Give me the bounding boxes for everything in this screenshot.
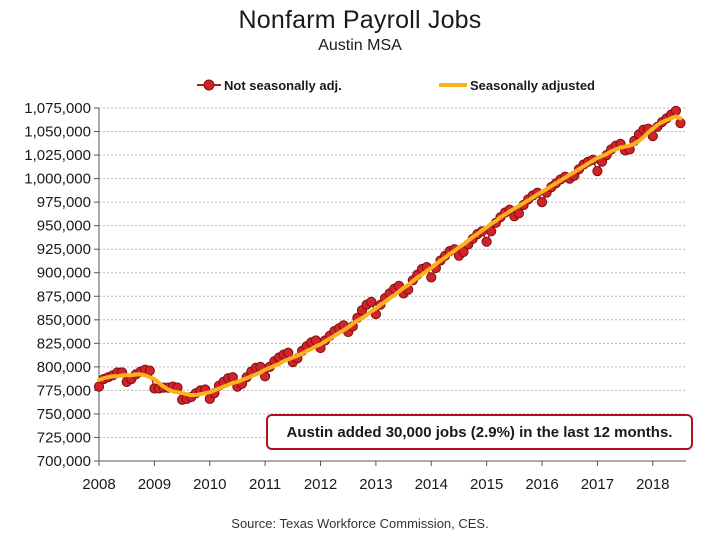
x-tick-label: 2008 xyxy=(82,476,115,493)
series-markers-not-seasonally-adjusted xyxy=(93,105,686,405)
legend-label-not-seasonally-adjusted: Not seasonally adj. xyxy=(224,77,342,93)
y-axis-ticks: 1,075,000 1,050,000 1,025,000 1,000,000 975,… xyxy=(24,100,91,470)
series-line-seasonally-adjusted xyxy=(97,114,683,398)
x-tick-label: 2016 xyxy=(525,476,558,493)
chart-title: Nonfarm Payroll Jobs xyxy=(238,6,482,34)
y-tick-label: 875,000 xyxy=(37,288,91,305)
y-tick-label: 750,000 xyxy=(37,406,91,423)
legend-label-seasonally-adjusted: Seasonally adjusted xyxy=(470,77,595,93)
legend-line-seasonally-adjusted xyxy=(439,83,467,87)
legend: Not seasonally adj. Seasonally adjusted xyxy=(0,76,720,94)
annotation-text: Austin added 30,000 jobs (2.9%) in the l… xyxy=(286,423,673,441)
legend-marker-not-seasonally-adjusted xyxy=(197,79,221,91)
source-note: Source: Texas Workforce Commission, CES. xyxy=(231,516,489,531)
y-tick-label: 725,000 xyxy=(37,429,91,446)
x-tick-label: 2011 xyxy=(249,476,281,493)
x-tick-label: 2014 xyxy=(415,476,448,493)
y-tick-label: 925,000 xyxy=(37,241,91,258)
y-tick-label: 1,025,000 xyxy=(24,147,91,164)
legend-item-seasonally-adjusted: Seasonally adjusted xyxy=(438,76,595,94)
y-tick-label: 1,050,000 xyxy=(24,124,91,141)
data-point-not-seasonally-adjusted xyxy=(670,105,682,116)
x-axis-ticks: 2008 2009 2010 2011 2012 2013 2014 2015 2016 2017… xyxy=(82,476,669,493)
data-point-not-seasonally-adjusted xyxy=(426,272,437,283)
y-tick-label: 775,000 xyxy=(37,382,91,399)
y-tick-label: 800,000 xyxy=(37,359,91,376)
y-tick-label: 1,000,000 xyxy=(24,171,91,188)
y-tick-label: 900,000 xyxy=(37,265,91,282)
x-tick-label: 2015 xyxy=(470,476,503,493)
x-tick-label: 2018 xyxy=(636,476,669,493)
chart-subtitle: Austin MSA xyxy=(318,37,402,54)
data-point-not-seasonally-adjusted xyxy=(513,208,525,219)
data-point-not-seasonally-adjusted xyxy=(647,131,658,142)
data-point-not-seasonally-adjusted xyxy=(536,197,548,208)
data-point-not-seasonally-adjusted xyxy=(592,166,603,177)
y-tick-label: 1,075,000 xyxy=(24,100,91,117)
x-tick-label: 2013 xyxy=(359,476,392,493)
y-tick-label: 950,000 xyxy=(37,218,91,235)
y-tick-label: 850,000 xyxy=(37,312,91,329)
x-tick-label: 2017 xyxy=(581,476,614,493)
x-tick-label: 2010 xyxy=(193,476,226,493)
axes xyxy=(94,107,686,466)
data-point-not-seasonally-adjusted xyxy=(366,296,377,307)
annotation-box: Austin added 30,000 jobs (2.9%) in the l… xyxy=(266,414,693,450)
data-point-not-seasonally-adjusted xyxy=(486,226,497,237)
series xyxy=(93,105,686,405)
series-line-not-seasonally-adjusted xyxy=(98,109,682,401)
x-tick-label: 2009 xyxy=(138,476,171,493)
data-point-not-seasonally-adjusted xyxy=(93,381,105,392)
x-tick-label: 2012 xyxy=(304,476,337,493)
data-point-not-seasonally-adjusted xyxy=(481,236,492,247)
y-tick-label: 700,000 xyxy=(37,453,91,470)
y-tick-label: 825,000 xyxy=(37,335,91,352)
y-tick-label: 975,000 xyxy=(37,194,91,211)
legend-item-not-seasonally-adjusted: Not seasonally adj. xyxy=(196,76,342,94)
data-point-not-seasonally-adjusted xyxy=(458,246,469,258)
